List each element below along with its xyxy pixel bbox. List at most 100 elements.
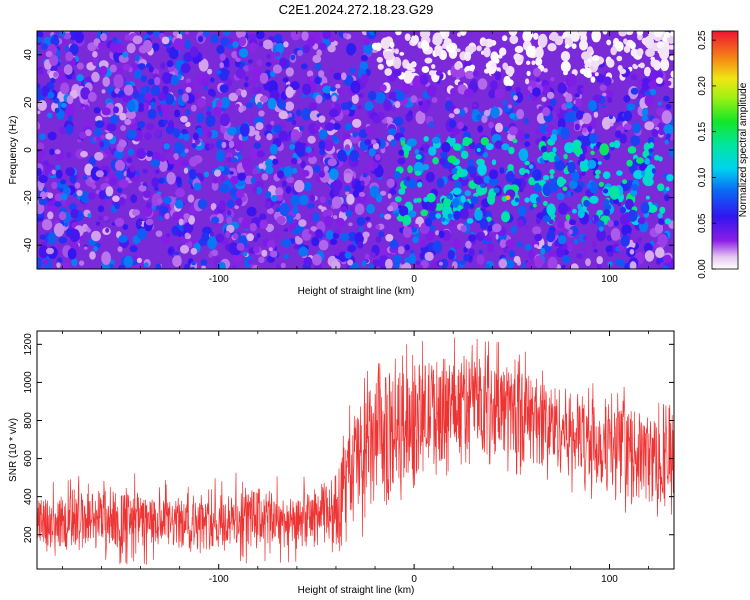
heatmap-cell [161,36,170,45]
heatmap-cell [417,181,423,188]
heatmap-cell [103,215,109,222]
heatmap-cell [272,158,279,165]
heatmap-cell [74,31,84,44]
heatmap-cell [143,103,149,111]
heatmap-cell [231,157,238,163]
heatmap-cell [523,117,530,124]
heatmap-cell [305,146,312,153]
heatmap-cell [376,56,383,63]
heatmap-cell [283,41,289,48]
heatmap-cell [183,213,190,220]
heatmap-cell [116,187,123,193]
heatmap-cell [465,240,472,249]
heatmap-cell [443,197,452,208]
heatmap-cell [464,51,472,62]
heatmap-cell [505,65,515,76]
colorbar-label: Normalized spectral amplitude [738,82,749,217]
heatmap-cell [509,35,519,45]
heatmap-cell [505,239,516,249]
heatmap-cell [79,235,84,241]
heatmap-cell [295,237,303,245]
heatmap-cell [413,198,418,204]
heatmap-cell [292,167,298,174]
heatmap-cell [129,166,136,173]
heatmap-cell [267,97,277,110]
heatmap-cell [590,76,596,83]
heatmap-cell [251,68,262,80]
heatmap-cell [547,256,558,269]
heatmap-cell [118,90,125,98]
heatmap-cell [312,253,322,266]
heatmap-cell [548,250,555,257]
heatmap-cell [205,114,216,128]
heatmap-cell [452,174,459,180]
heatmap-cell [613,220,619,227]
heatmap-cell [121,157,127,162]
heatmap-cell [327,200,332,205]
heatmap-cell [226,209,232,216]
heatmap-cell [479,218,488,230]
heatmap-cell [370,252,376,258]
heatmap-cell [50,36,60,47]
heatmap-cell [398,188,406,195]
heatmap-cell [460,169,468,177]
heatmap-cell [306,36,316,47]
heatmap-cell [623,123,632,131]
heatmap-cell [203,31,210,37]
heatmap-cell [71,258,78,267]
heatmap-cell [364,139,372,146]
heatmap-cell [252,186,257,194]
heatmap-cell [261,173,269,181]
heatmap-cell [227,43,234,50]
heatmap-cell [208,253,213,258]
heatmap-cell [439,157,446,165]
heatmap-cell [564,44,570,49]
heatmap-cell [343,172,353,184]
heatmap-cell [190,266,195,269]
heatmap-cell [133,69,142,80]
heatmap-cell [309,75,315,82]
heatmap-cell [104,147,111,155]
heatmap-cell [403,70,413,84]
heatmap-cell [340,205,348,213]
heatmap-cell [419,31,431,39]
heatmap-cell [362,172,368,178]
heatmap-cell [329,238,338,245]
heatmap-cell [278,57,288,68]
heatmap-cell [569,219,576,226]
heatmap-cell [198,58,209,72]
heatmap-cell [534,233,543,242]
heatmap-cell [118,139,128,148]
heatmap-cell [272,64,282,74]
heatmap-cell [114,202,120,209]
heatmap-cell [269,144,279,155]
heatmap-cell [302,83,312,95]
heatmap-cell [595,174,600,179]
heatmap-cell [38,133,47,141]
heatmap-cell [410,95,418,103]
heatmap-cell [225,231,231,238]
heatmap-cell [357,105,362,109]
heatmap-cell [47,131,57,141]
heatmap-cell [657,183,665,192]
heatmap-cell [65,124,74,135]
heatmap-cell [414,170,422,176]
heatmap-cell [589,133,598,144]
heatmap-cell [232,265,237,269]
heatmap-cell [281,238,292,248]
heatmap-cell [637,217,646,225]
figure-title: C2E1.2024.272.18.23.G29 [279,2,434,17]
heatmap-cell [418,264,424,269]
heatmap-cell [213,208,218,215]
heatmap-cell [524,90,529,96]
heatmap-cell [85,129,92,137]
heatmap-cell [580,33,588,43]
heatmap-cell [469,203,475,209]
heatmap-cell [226,156,232,163]
heatmap-cell [502,247,509,253]
heatmap-cell [428,121,435,128]
heatmap-cell [41,43,48,50]
heatmap-cell [47,91,55,99]
heatmap-cell [596,220,605,228]
